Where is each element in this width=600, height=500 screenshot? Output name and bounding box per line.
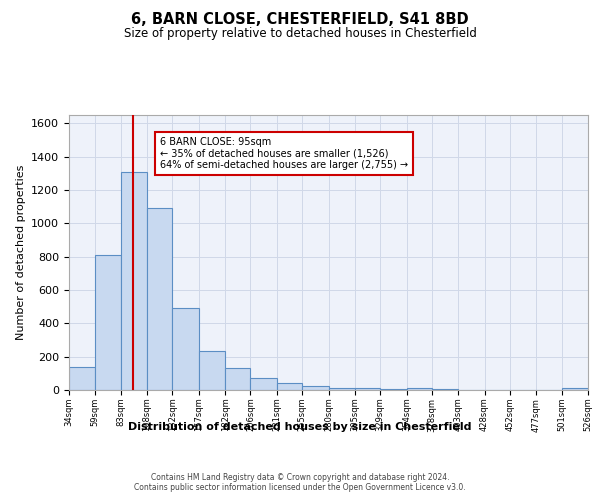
- Bar: [199, 351, 225, 390]
- Bar: [355, 388, 380, 390]
- Text: 6, BARN CLOSE, CHESTERFIELD, S41 8BD: 6, BARN CLOSE, CHESTERFIELD, S41 8BD: [131, 12, 469, 28]
- Bar: [329, 388, 355, 390]
- Bar: [407, 388, 432, 390]
- Bar: [225, 368, 250, 390]
- Bar: [147, 208, 172, 390]
- Y-axis label: Number of detached properties: Number of detached properties: [16, 165, 26, 340]
- Text: Distribution of detached houses by size in Chesterfield: Distribution of detached houses by size …: [128, 422, 472, 432]
- Bar: [562, 388, 588, 390]
- Bar: [277, 384, 302, 390]
- Bar: [172, 308, 199, 390]
- Bar: [380, 389, 407, 390]
- Bar: [250, 378, 277, 390]
- Bar: [302, 386, 329, 390]
- Text: Contains HM Land Registry data © Crown copyright and database right 2024.
Contai: Contains HM Land Registry data © Crown c…: [134, 472, 466, 492]
- Text: 6 BARN CLOSE: 95sqm
← 35% of detached houses are smaller (1,526)
64% of semi-det: 6 BARN CLOSE: 95sqm ← 35% of detached ho…: [160, 136, 408, 170]
- Bar: [121, 172, 147, 390]
- Bar: [95, 255, 121, 390]
- Bar: [69, 366, 95, 390]
- Text: Size of property relative to detached houses in Chesterfield: Size of property relative to detached ho…: [124, 28, 476, 40]
- Bar: [432, 389, 458, 390]
